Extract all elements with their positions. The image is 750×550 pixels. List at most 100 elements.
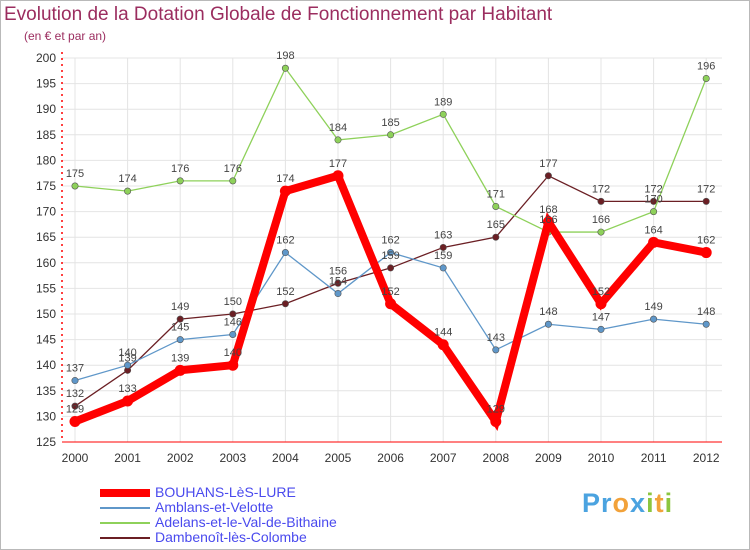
data-point xyxy=(544,320,552,328)
data-label: 149 xyxy=(644,301,662,313)
x-tick-label: 2012 xyxy=(693,451,720,465)
data-label: 129 xyxy=(66,404,84,416)
data-point xyxy=(437,339,449,351)
y-tick-label: 180 xyxy=(36,153,56,167)
logo-letter: i xyxy=(646,488,655,518)
data-point xyxy=(702,320,710,328)
logo-letter: x xyxy=(630,488,647,518)
x-tick-label: 2008 xyxy=(482,451,509,465)
x-tick-label: 2005 xyxy=(325,451,352,465)
legend-swatch xyxy=(100,507,150,509)
logo-letter: r xyxy=(601,488,613,518)
data-label: 140 xyxy=(118,347,136,359)
data-point xyxy=(71,377,79,385)
data-point xyxy=(387,249,395,257)
data-label: 156 xyxy=(329,265,347,277)
data-point xyxy=(174,364,186,376)
data-label: 184 xyxy=(329,122,347,134)
data-label: 159 xyxy=(381,250,399,262)
data-point xyxy=(650,315,658,323)
data-label: 174 xyxy=(276,173,294,185)
data-label: 154 xyxy=(329,276,347,288)
x-tick-label: 2001 xyxy=(114,451,141,465)
legend-label: Amblans-et-Velotte xyxy=(155,499,274,515)
data-label: 176 xyxy=(224,163,242,175)
x-tick-label: 2002 xyxy=(167,451,194,465)
data-point xyxy=(279,185,291,197)
y-tick-label: 175 xyxy=(36,179,56,193)
data-label: 196 xyxy=(697,60,715,72)
data-point xyxy=(71,182,79,190)
data-point xyxy=(492,233,500,241)
data-label: 168 xyxy=(539,204,557,216)
data-label: 137 xyxy=(66,363,84,375)
data-point xyxy=(650,208,658,216)
y-tick-label: 140 xyxy=(36,358,56,372)
data-point xyxy=(595,298,607,310)
chart-subtitle: (en € et par an) xyxy=(24,29,107,43)
data-label: 145 xyxy=(171,322,189,334)
chart-title: Evolution de la Dotation Globale de Fonc… xyxy=(4,4,553,25)
y-tick-label: 165 xyxy=(36,230,56,244)
data-label: 165 xyxy=(487,219,505,231)
x-tick-label: 2007 xyxy=(430,451,457,465)
data-point xyxy=(334,290,342,298)
data-label: 139 xyxy=(118,352,136,364)
data-label: 162 xyxy=(381,235,399,247)
data-label: 139 xyxy=(171,352,189,364)
x-tick-label: 2006 xyxy=(377,451,404,465)
data-point xyxy=(229,330,237,338)
x-tick-label: 2010 xyxy=(588,451,615,465)
data-point xyxy=(702,197,710,205)
data-label: 166 xyxy=(592,214,610,226)
data-point xyxy=(122,395,134,407)
data-point xyxy=(439,110,447,118)
legend-swatch xyxy=(100,537,150,539)
data-point xyxy=(597,325,605,333)
data-label: 148 xyxy=(539,306,557,318)
data-point xyxy=(124,187,132,195)
legend-label: Dambenoît-lès-Colombe xyxy=(155,529,307,545)
data-point xyxy=(69,416,81,428)
data-point xyxy=(227,359,239,371)
x-tick-label: 2000 xyxy=(62,451,89,465)
data-label: 172 xyxy=(592,183,610,195)
data-label: 150 xyxy=(224,296,242,308)
y-tick-label: 135 xyxy=(36,384,56,398)
data-point xyxy=(490,416,502,428)
data-point xyxy=(544,172,552,180)
data-label: 172 xyxy=(644,183,662,195)
data-label: 146 xyxy=(224,316,242,328)
y-tick-label: 170 xyxy=(36,205,56,219)
data-label: 148 xyxy=(697,306,715,318)
y-tick-label: 185 xyxy=(36,128,56,142)
y-tick-label: 190 xyxy=(36,102,56,116)
data-point xyxy=(229,177,237,185)
data-point xyxy=(229,310,237,318)
data-point xyxy=(439,264,447,272)
data-point xyxy=(597,197,605,205)
data-label: 152 xyxy=(381,286,399,298)
data-point xyxy=(597,228,605,236)
proxiti-logo: Proxiti xyxy=(582,488,673,519)
data-point xyxy=(176,336,184,344)
legend-swatch xyxy=(100,489,150,497)
data-label: 176 xyxy=(171,163,189,175)
y-tick-label: 160 xyxy=(36,256,56,270)
data-point xyxy=(334,136,342,144)
data-label: 149 xyxy=(171,301,189,313)
data-label: 162 xyxy=(276,235,294,247)
data-point xyxy=(387,264,395,272)
y-tick-label: 125 xyxy=(36,435,56,449)
data-label: 177 xyxy=(539,158,557,170)
line-chart: 125 130 135 140 145 150 155 160 165 170 175 180 185 1… xyxy=(36,50,722,465)
x-tick-label: 2003 xyxy=(219,451,246,465)
data-label: 174 xyxy=(118,173,136,185)
data-point xyxy=(700,247,712,259)
data-point xyxy=(281,64,289,72)
data-label: 162 xyxy=(697,235,715,247)
data-label: 166 xyxy=(539,214,557,226)
y-tick-label: 155 xyxy=(36,281,56,295)
y-tick-label: 150 xyxy=(36,307,56,321)
